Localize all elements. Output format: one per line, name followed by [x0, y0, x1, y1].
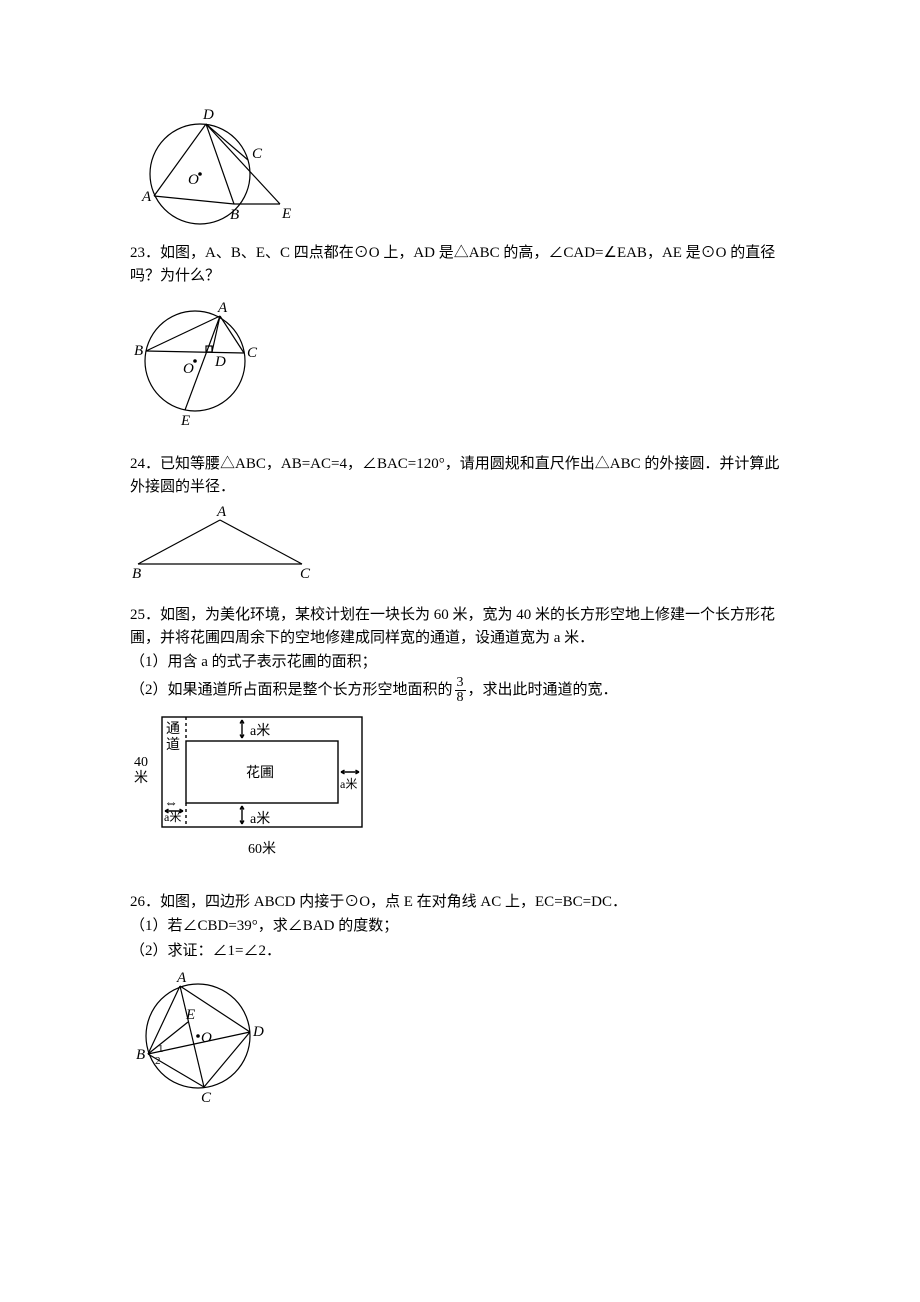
problem-26-sub1: （1）若∠CBD=39°，求∠BAD 的度数； [130, 915, 790, 938]
svg-text:道: 道 [166, 737, 180, 753]
svg-text:a米: a米 [250, 723, 270, 739]
svg-text:A: A [216, 504, 227, 520]
svg-text:C: C [300, 566, 311, 582]
svg-text:B: B [230, 207, 239, 223]
svg-text:A: A [217, 300, 228, 316]
svg-text:60米: 60米 [248, 841, 276, 857]
svg-text:a米: a米 [340, 777, 357, 791]
problem-26-sub2: （2）求证：∠1=∠2． [130, 940, 790, 963]
svg-text:O: O [183, 361, 194, 377]
svg-text:A: A [176, 970, 187, 986]
fig-25-svg: 40米60米通道花圃a米a米⇔a米a米 [130, 709, 390, 869]
svg-text:C: C [247, 345, 258, 361]
problem-23-num: 23． [130, 245, 160, 261]
fig-22: O A B C D E [130, 104, 790, 234]
problem-25-sub1: （1）用含 a 的式子表示花圃的面积； [130, 651, 790, 674]
svg-text:⇔: ⇔ [164, 796, 178, 811]
problem-24-num: 24． [130, 456, 160, 472]
fig-24-svg: A B C [130, 502, 320, 582]
svg-text:1: 1 [158, 1043, 164, 1055]
svg-text:O: O [188, 172, 199, 188]
fig-23: A B C D E O [130, 291, 790, 431]
problem-25-sub2: （2）如果通道所占面积是整个长方形空地面积的38，求出此时通道的宽． [130, 676, 790, 705]
fig-23-svg: A B C D E O [130, 291, 280, 431]
svg-text:B: B [136, 1047, 145, 1063]
problem-26: 26．如图，四边形 ABCD 内接于⊙O，点 E 在对角线 AC 上，EC=BC… [130, 891, 790, 1107]
fig-26: A B C D EO 12 [130, 966, 790, 1106]
fig-25: 40米60米通道花圃a米a米⇔a米a米 [130, 709, 790, 869]
svg-text:2: 2 [155, 1055, 161, 1067]
svg-text:米: 米 [134, 770, 148, 786]
svg-text:O: O [201, 1030, 212, 1046]
fig-22-svg: O A B C D E [130, 104, 300, 234]
svg-text:a米: a米 [250, 811, 270, 827]
svg-text:40: 40 [134, 755, 148, 770]
svg-text:B: B [134, 343, 143, 359]
fraction-3-8: 38 [455, 676, 466, 705]
fig-24: A B C [130, 502, 790, 582]
problem-25-num: 25． [130, 607, 160, 623]
svg-text:C: C [252, 146, 263, 162]
svg-text:D: D [214, 354, 226, 370]
svg-text:B: B [132, 566, 141, 582]
svg-text:D: D [202, 107, 214, 123]
problem-24: 24．已知等腰△ABC，AB=AC=4，∠BAC=120°，请用圆规和直尺作出△… [130, 453, 790, 582]
svg-text:通: 通 [166, 721, 180, 737]
problem-23-text: 23．如图，A、B、E、C 四点都在⊙O 上，AD 是△ABC 的高，∠CAD=… [130, 242, 790, 287]
problem-25-text: 25．如图，为美化环境，某校计划在一块长为 60 米，宽为 40 米的长方形空地… [130, 604, 790, 649]
svg-text:花圃: 花圃 [246, 765, 274, 781]
problem-23: 23．如图，A、B、E、C 四点都在⊙O 上，AD 是△ABC 的高，∠CAD=… [130, 242, 790, 431]
svg-text:E: E [180, 413, 190, 429]
page-content: O A B C D E 23．如图，A、B、E、C 四点都在⊙O 上，AD 是△ABC 的… [0, 0, 920, 1188]
svg-text:D: D [252, 1024, 264, 1040]
problem-25: 25．如图，为美化环境，某校计划在一块长为 60 米，宽为 40 米的长方形空地… [130, 604, 790, 869]
svg-text:E: E [185, 1007, 195, 1023]
svg-text:E: E [281, 206, 291, 222]
problem-24-text: 24．已知等腰△ABC，AB=AC=4，∠BAC=120°，请用圆规和直尺作出△… [130, 453, 790, 498]
svg-text:a米: a米 [164, 810, 181, 824]
svg-text:A: A [141, 189, 152, 205]
problem-26-num: 26． [130, 894, 160, 910]
fig-26-svg: A B C D EO 12 [130, 966, 280, 1106]
svg-text:C: C [201, 1090, 212, 1106]
problem-26-text: 26．如图，四边形 ABCD 内接于⊙O，点 E 在对角线 AC 上，EC=BC… [130, 891, 790, 914]
